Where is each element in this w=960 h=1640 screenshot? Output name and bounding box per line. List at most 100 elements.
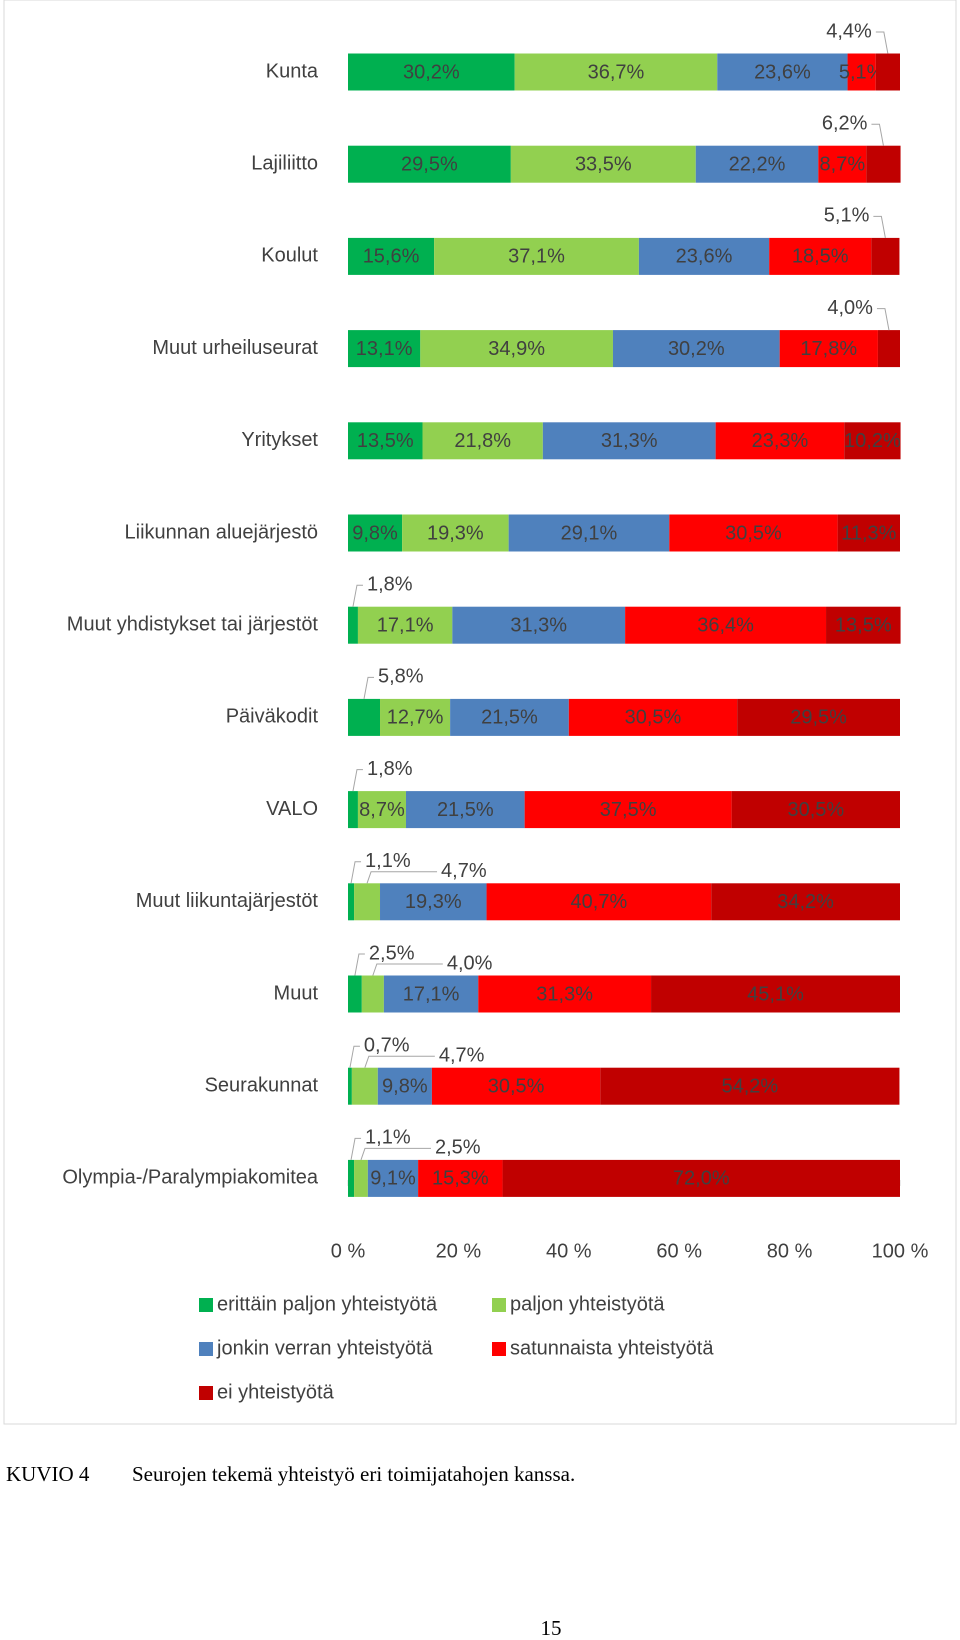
bar-segment bbox=[348, 1159, 355, 1197]
data-label: 2,5% bbox=[369, 942, 415, 964]
bar-segment bbox=[348, 975, 362, 1013]
data-label: 21,5% bbox=[481, 707, 538, 729]
data-label: 23,3% bbox=[752, 430, 809, 452]
data-label: 17,1% bbox=[377, 614, 434, 636]
data-label: 17,8% bbox=[800, 338, 857, 360]
x-tick-label: 80 % bbox=[767, 1240, 813, 1262]
bar-segment bbox=[514, 53, 718, 91]
leader-line bbox=[366, 871, 438, 884]
bar-segment bbox=[717, 53, 848, 91]
data-label: 40,7% bbox=[571, 891, 628, 913]
data-label: 45,1% bbox=[747, 983, 804, 1005]
data-label: 29,5% bbox=[401, 153, 458, 175]
bar-segment bbox=[478, 975, 652, 1013]
bar-segment bbox=[486, 883, 712, 921]
data-label: 9,8% bbox=[352, 522, 398, 544]
bar-segment bbox=[669, 514, 838, 552]
category-label: Muut bbox=[274, 982, 319, 1004]
data-label: 30,5% bbox=[725, 522, 782, 544]
x-tick-label: 60 % bbox=[656, 1240, 702, 1262]
legend-swatch bbox=[199, 1386, 213, 1400]
data-label: 36,4% bbox=[697, 614, 754, 636]
bar-segment bbox=[844, 422, 901, 460]
category-label: Olympia-/Paralympiakomitea bbox=[62, 1167, 319, 1189]
bar-segment bbox=[877, 330, 900, 368]
bar-segment bbox=[695, 145, 819, 183]
bar-segment bbox=[434, 237, 639, 275]
data-label: 9,1% bbox=[370, 1168, 416, 1190]
category-label: Muut liikuntajärjestöt bbox=[136, 890, 319, 912]
bar-segment bbox=[348, 1067, 352, 1105]
leader-line bbox=[352, 769, 363, 792]
bar-segment bbox=[354, 1159, 368, 1197]
bar-segment bbox=[600, 1067, 900, 1105]
bar-segment bbox=[361, 975, 384, 1013]
bar-segment bbox=[357, 791, 406, 829]
legend-label: satunnaista yhteistyötä bbox=[510, 1337, 714, 1359]
data-label: 18,5% bbox=[792, 246, 849, 268]
data-label: 11,3% bbox=[841, 522, 896, 544]
bar-segment bbox=[351, 1067, 378, 1105]
legend-label: jonkin verran yhteistyötä bbox=[216, 1337, 434, 1359]
page-number: 15 bbox=[541, 1616, 562, 1640]
data-label: 31,3% bbox=[536, 983, 593, 1005]
data-label: 19,3% bbox=[427, 522, 484, 544]
data-label: 8,7% bbox=[359, 799, 405, 821]
bar-segment bbox=[502, 1159, 900, 1197]
bar-segment bbox=[837, 514, 900, 552]
leader-line bbox=[350, 1137, 362, 1160]
leader-line bbox=[352, 584, 363, 607]
bar-segment bbox=[452, 606, 626, 644]
data-label: 5,1% bbox=[824, 205, 870, 227]
bar-segment bbox=[383, 975, 479, 1013]
bar-segment bbox=[625, 606, 827, 644]
category-label: Koulut bbox=[261, 245, 318, 267]
bar-segment bbox=[542, 422, 716, 460]
data-label: 5,1% bbox=[839, 61, 885, 83]
data-label: 29,5% bbox=[790, 707, 847, 729]
x-tick-label: 20 % bbox=[436, 1240, 482, 1262]
data-label: 31,3% bbox=[601, 430, 658, 452]
category-label: Muut urheiluseurat bbox=[152, 337, 318, 359]
leader-line bbox=[354, 953, 365, 976]
bar-segment bbox=[348, 514, 403, 552]
data-label: 9,8% bbox=[382, 1075, 428, 1097]
data-label: 13,1% bbox=[356, 338, 413, 360]
legend-label: ei yhteistyötä bbox=[217, 1381, 335, 1403]
x-tick-label: 0 % bbox=[331, 1240, 366, 1262]
data-label: 72,0% bbox=[673, 1168, 730, 1190]
data-label: 34,2% bbox=[777, 891, 834, 913]
bar-segment bbox=[769, 237, 872, 275]
legend-swatch bbox=[492, 1342, 506, 1356]
bar-segment bbox=[357, 606, 453, 644]
bar-segment bbox=[508, 514, 670, 552]
bar-segment bbox=[348, 883, 355, 921]
bar-segment bbox=[348, 606, 358, 644]
leader-line bbox=[349, 1045, 360, 1068]
bar-segment bbox=[651, 975, 900, 1013]
bar-segment bbox=[568, 698, 738, 736]
data-label: 19,3% bbox=[405, 891, 462, 913]
data-label: 1,1% bbox=[365, 850, 411, 872]
leader-line bbox=[363, 676, 375, 699]
data-label: 2,5% bbox=[435, 1137, 481, 1159]
leader-line bbox=[364, 1055, 435, 1068]
x-tick-label: 100 % bbox=[872, 1240, 929, 1262]
data-label: 4,7% bbox=[439, 1044, 485, 1066]
bar-segment bbox=[638, 237, 770, 275]
legend-label: paljon yhteistyötä bbox=[510, 1293, 665, 1315]
bar-segment bbox=[420, 330, 613, 368]
data-label: 4,7% bbox=[441, 860, 487, 882]
bar-segment bbox=[354, 883, 381, 921]
bar-segment bbox=[826, 606, 901, 644]
bar-segment bbox=[348, 237, 435, 275]
data-label: 33,5% bbox=[575, 153, 632, 175]
data-label: 22,2% bbox=[729, 153, 786, 175]
data-label: 36,7% bbox=[588, 61, 645, 83]
leader-line bbox=[875, 31, 889, 54]
leader-line bbox=[350, 861, 362, 884]
figure-label: KUVIO 4 bbox=[6, 1462, 90, 1486]
leader-line bbox=[871, 123, 884, 146]
category-label: Muut yhdistykset tai järjestöt bbox=[67, 613, 319, 635]
